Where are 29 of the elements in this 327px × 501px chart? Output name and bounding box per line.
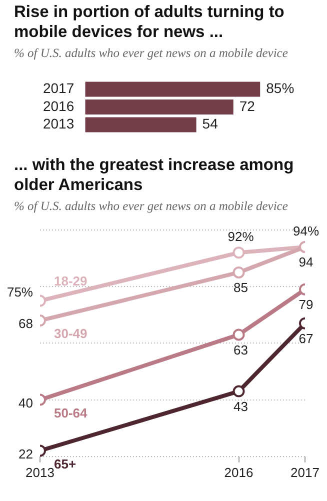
data-label: 54 (202, 116, 218, 132)
data-label: 72 (239, 98, 256, 114)
data-label: 63 (234, 342, 248, 358)
data-label: 40 (18, 395, 33, 410)
chart-subtitle: % of U.S. adults who ever get news on a mobile device (14, 46, 289, 61)
series-label: 18-29 (54, 273, 88, 288)
data-label: 92% (228, 229, 254, 244)
chart-title: ... with the greatest increase among older Americans (14, 155, 295, 195)
chart-title: Rise in portion of adults turning to mobile devices for news ... (14, 2, 286, 42)
series-label: 50-64 (54, 405, 88, 420)
y-tick-label: 2016 (42, 98, 74, 114)
chart-subtitle: % of U.S. adults who ever get news on a mobile device (14, 199, 289, 214)
series-label: 30-49 (54, 326, 88, 342)
data-label: 85% (266, 80, 294, 96)
data-label: 22 (18, 446, 33, 462)
data-label: 43 (234, 398, 248, 414)
data-label: 67 (298, 330, 314, 346)
x-tick-label: 2013 (26, 464, 54, 480)
data-label: 85 (234, 280, 248, 296)
data-label: 94 (298, 254, 314, 270)
data-label: 68 (18, 316, 33, 332)
y-tick-label: 2013 (42, 116, 74, 132)
data-label: 75% (6, 284, 34, 300)
x-tick-label: 2016 (224, 464, 254, 480)
y-tick-label: 2017 (42, 80, 74, 96)
x-tick-label: 2017 (290, 464, 320, 480)
series-label: 65+ (54, 456, 76, 472)
data-label: 94% (292, 224, 320, 239)
data-label: 79 (298, 297, 314, 312)
